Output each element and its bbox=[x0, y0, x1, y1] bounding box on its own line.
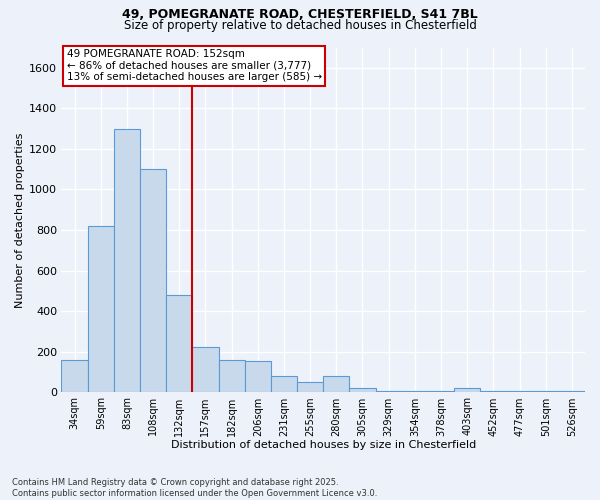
Bar bbox=[533, 391, 559, 392]
Text: Size of property relative to detached houses in Chesterfield: Size of property relative to detached ho… bbox=[124, 19, 476, 32]
Bar bbox=[506, 391, 533, 392]
Text: 49, POMEGRANATE ROAD, CHESTERFIELD, S41 7BL: 49, POMEGRANATE ROAD, CHESTERFIELD, S41 … bbox=[122, 8, 478, 20]
X-axis label: Distribution of detached houses by size in Chesterfield: Distribution of detached houses by size … bbox=[170, 440, 476, 450]
Y-axis label: Number of detached properties: Number of detached properties bbox=[15, 132, 25, 308]
Bar bbox=[323, 376, 349, 392]
Bar bbox=[61, 360, 88, 392]
Text: 49 POMEGRANATE ROAD: 152sqm
← 86% of detached houses are smaller (3,777)
13% of : 49 POMEGRANATE ROAD: 152sqm ← 86% of det… bbox=[67, 49, 322, 82]
Bar bbox=[349, 388, 376, 392]
Bar bbox=[376, 391, 402, 392]
Text: Contains HM Land Registry data © Crown copyright and database right 2025.
Contai: Contains HM Land Registry data © Crown c… bbox=[12, 478, 377, 498]
Title: 49, POMEGRANATE ROAD, CHESTERFIELD, S41 7BL
Size of property relative to detache: 49, POMEGRANATE ROAD, CHESTERFIELD, S41 … bbox=[0, 499, 1, 500]
Bar bbox=[297, 382, 323, 392]
Bar bbox=[402, 391, 428, 392]
Bar bbox=[218, 360, 245, 392]
Bar bbox=[193, 346, 218, 392]
Bar bbox=[166, 295, 193, 392]
Bar bbox=[245, 360, 271, 392]
Bar bbox=[140, 169, 166, 392]
Bar bbox=[454, 388, 480, 392]
Bar bbox=[114, 128, 140, 392]
Bar bbox=[480, 391, 506, 392]
Bar bbox=[88, 226, 114, 392]
Bar bbox=[559, 391, 585, 392]
Bar bbox=[428, 391, 454, 392]
Bar bbox=[271, 376, 297, 392]
